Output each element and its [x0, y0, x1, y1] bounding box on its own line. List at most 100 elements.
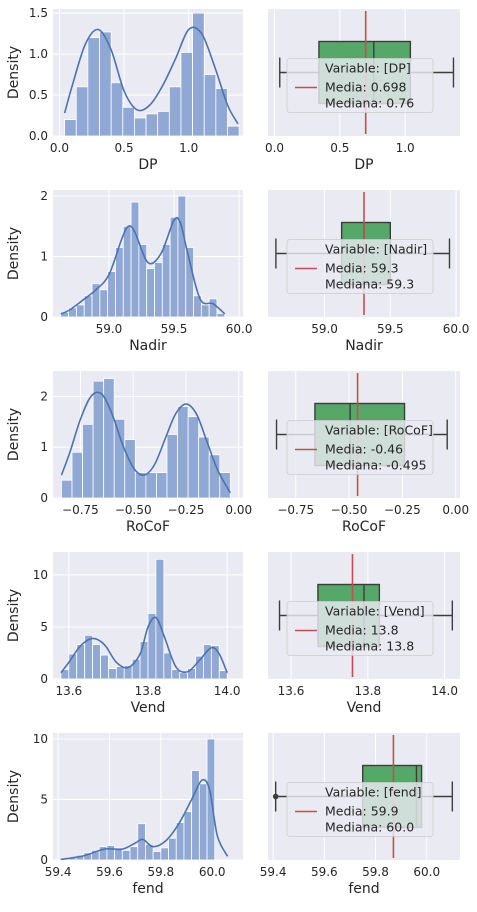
x-tick-label: 59.4: [45, 865, 72, 879]
hist-bar: [166, 434, 178, 499]
hist-bar: [100, 654, 109, 680]
hist-bar: [131, 658, 141, 680]
legend-frame: [286, 58, 434, 113]
y-tick-label: 0: [40, 853, 48, 867]
x-axis-label: fend: [132, 881, 163, 897]
legend-frame: [286, 420, 434, 475]
hist-bar: [154, 262, 163, 318]
x-tick-label: 1.0: [396, 141, 415, 155]
hist-bar: [75, 86, 89, 137]
hist-bar: [177, 406, 189, 499]
y-tick-label: 1.5: [29, 6, 48, 20]
x-tick-label: 14.0: [214, 684, 241, 698]
x-tick-label: −0.50: [115, 503, 152, 517]
legend-frame: [286, 239, 434, 294]
x-tick-label: −0.75: [277, 503, 314, 517]
y-tick-label: 1: [40, 440, 48, 454]
x-axis-label: RoCoF: [126, 519, 170, 535]
hist-bar: [134, 117, 147, 137]
x-tick-label: 0.00: [225, 503, 252, 517]
hist-bar: [138, 244, 148, 318]
hist-bar: [183, 811, 193, 861]
hist-bar: [179, 672, 188, 680]
x-axis-label: DP: [138, 157, 157, 173]
y-tick-label: 0: [40, 672, 48, 686]
x-tick-label: −0.75: [62, 503, 99, 517]
hist-bar: [156, 472, 168, 499]
y-tick-label: 2: [40, 389, 48, 403]
hist-bar: [215, 88, 228, 137]
hist-bar: [134, 472, 147, 499]
hist-bar: [161, 244, 171, 318]
kde-line: [63, 26, 239, 125]
hist-bar: [122, 106, 135, 137]
x-axis-label: Nadir: [345, 338, 383, 354]
hist-bar: [106, 845, 116, 861]
legend-entry-mean: Media: -0.46: [325, 442, 403, 457]
hist-bar: [110, 82, 124, 137]
hist-bar: [87, 37, 100, 137]
hist-bar: [115, 247, 124, 318]
x-tick-label: 13.6: [55, 684, 82, 698]
x-tick-label: 0.00: [442, 503, 469, 517]
x-tick-label: 60.0: [199, 865, 226, 879]
hist-bar: [216, 312, 226, 318]
x-tick-label: 0.0: [265, 141, 284, 155]
hist-bar: [82, 423, 94, 499]
x-tick-label: −0.25: [168, 503, 205, 517]
legend-entry-mean: Media: 0.698: [325, 80, 407, 95]
x-tick-label: 0.0: [50, 141, 69, 155]
hist-bar: [210, 645, 220, 680]
x-axis-label: Nadir: [129, 338, 167, 354]
x-tick-label: 59.6: [96, 865, 123, 879]
legend-entry-median: Mediana: 59.3: [325, 277, 414, 292]
x-tick-label: 60.0: [226, 322, 253, 336]
hist-bar: [185, 247, 194, 318]
hist-bar: [163, 652, 173, 680]
hist-bar: [152, 851, 162, 861]
legend-entry-median: Mediana: 13.8: [325, 639, 414, 654]
legend-entry-median: Mediana: -0.495: [325, 458, 427, 473]
hist-bar: [169, 216, 179, 318]
hist-bar: [160, 847, 169, 861]
x-tick-label: 59.6: [311, 865, 338, 879]
hist-bar: [198, 783, 208, 861]
hist-bar: [76, 304, 85, 318]
kde-line: [60, 216, 226, 315]
hist-bar: [145, 472, 157, 499]
x-tick-label: 59.5: [377, 322, 404, 336]
y-tick-label: 2: [40, 189, 48, 203]
hist-bar: [64, 119, 77, 137]
x-tick-label: 14.0: [431, 684, 458, 698]
hist-bar: [92, 644, 101, 680]
hist-bar: [108, 668, 117, 680]
hist-bar: [113, 418, 126, 499]
x-tick-label: 1.0: [179, 141, 198, 155]
hist-bar: [198, 436, 210, 499]
x-tick-label: −0.50: [331, 503, 368, 517]
x-tick-label: 13.8: [354, 684, 381, 698]
x-tick-label: 60.0: [413, 865, 440, 879]
legend-entry-median: Mediana: 0.76: [325, 96, 414, 111]
kde-line: [60, 391, 232, 494]
hist-bar: [139, 641, 149, 680]
hist-bar: [175, 822, 185, 861]
hist-bar: [155, 558, 165, 680]
hist-bar: [145, 113, 159, 137]
y-tick-label: 0: [40, 310, 48, 324]
y-axis-label: Density: [6, 46, 22, 99]
x-tick-label: 59.8: [147, 865, 174, 879]
x-tick-label: −0.25: [384, 503, 421, 517]
hist-panel-fend: 59.4 59.6 59.8 60.0 0 5 10 fend Density: [6, 732, 243, 897]
y-tick-label: 0: [40, 491, 48, 505]
hist-bar: [218, 670, 228, 680]
x-tick-label: 60.0: [443, 322, 470, 336]
hist-bar: [168, 86, 182, 137]
